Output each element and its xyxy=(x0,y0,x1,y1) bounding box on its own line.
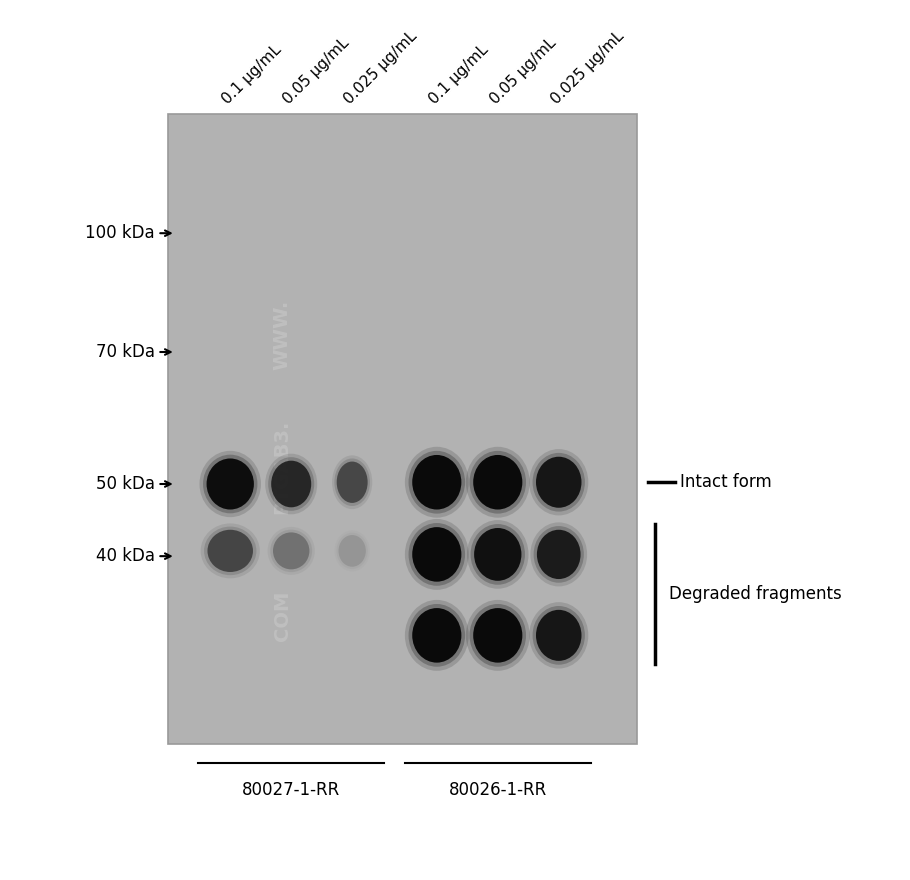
Ellipse shape xyxy=(537,530,581,579)
Ellipse shape xyxy=(409,604,465,667)
Ellipse shape xyxy=(470,604,526,667)
Text: Intact form: Intact form xyxy=(680,473,772,491)
Text: 0.025 μg/mL: 0.025 μg/mL xyxy=(341,29,420,107)
Ellipse shape xyxy=(203,455,258,513)
Ellipse shape xyxy=(199,451,261,517)
Ellipse shape xyxy=(532,606,585,664)
Ellipse shape xyxy=(207,458,254,510)
Ellipse shape xyxy=(536,610,581,661)
Ellipse shape xyxy=(271,460,311,507)
Text: 50 kDa: 50 kDa xyxy=(96,475,155,493)
Ellipse shape xyxy=(466,600,530,671)
Ellipse shape xyxy=(532,453,585,511)
Ellipse shape xyxy=(473,608,522,663)
Ellipse shape xyxy=(334,458,370,506)
Ellipse shape xyxy=(200,524,260,578)
Ellipse shape xyxy=(466,447,530,517)
Ellipse shape xyxy=(332,455,372,510)
Ellipse shape xyxy=(337,532,368,569)
Ellipse shape xyxy=(405,600,469,671)
Text: 0.1 μg/mL: 0.1 μg/mL xyxy=(219,42,285,107)
Bar xyxy=(168,114,637,744)
Ellipse shape xyxy=(529,449,589,516)
Text: 80027-1-RR: 80027-1-RR xyxy=(242,781,340,798)
Ellipse shape xyxy=(412,527,461,582)
Ellipse shape xyxy=(405,519,469,590)
Ellipse shape xyxy=(409,451,465,514)
Text: 100 kDa: 100 kDa xyxy=(85,224,155,242)
Ellipse shape xyxy=(273,532,309,569)
Ellipse shape xyxy=(337,461,368,502)
Ellipse shape xyxy=(531,523,587,586)
Ellipse shape xyxy=(412,608,461,663)
Text: WWW.: WWW. xyxy=(273,299,291,370)
Ellipse shape xyxy=(412,455,461,510)
Text: 0.05 μg/mL: 0.05 μg/mL xyxy=(280,35,352,107)
Ellipse shape xyxy=(204,526,257,576)
Ellipse shape xyxy=(339,535,366,567)
Text: Degraded fragments: Degraded fragments xyxy=(669,585,842,603)
Text: 0.025 μg/mL: 0.025 μg/mL xyxy=(548,29,627,107)
Ellipse shape xyxy=(474,528,521,581)
Ellipse shape xyxy=(409,523,465,586)
Ellipse shape xyxy=(529,602,589,669)
Ellipse shape xyxy=(467,520,529,589)
Text: 0.05 μg/mL: 0.05 μg/mL xyxy=(487,35,559,107)
Ellipse shape xyxy=(207,530,253,572)
Ellipse shape xyxy=(533,526,584,583)
Ellipse shape xyxy=(470,451,526,514)
Text: 70 kDa: 70 kDa xyxy=(96,343,155,361)
Text: 40 kDa: 40 kDa xyxy=(96,547,155,565)
Ellipse shape xyxy=(473,455,522,510)
Text: 0.1 μg/mL: 0.1 μg/mL xyxy=(426,42,491,107)
Ellipse shape xyxy=(405,447,469,517)
Ellipse shape xyxy=(268,527,315,575)
Text: 80026-1-RR: 80026-1-RR xyxy=(449,781,547,798)
Ellipse shape xyxy=(270,530,312,572)
Ellipse shape xyxy=(265,454,318,514)
Text: PTGAB3.: PTGAB3. xyxy=(273,419,291,514)
Ellipse shape xyxy=(470,524,525,584)
Text: COM: COM xyxy=(273,590,291,642)
Ellipse shape xyxy=(268,458,314,510)
Ellipse shape xyxy=(536,457,581,508)
